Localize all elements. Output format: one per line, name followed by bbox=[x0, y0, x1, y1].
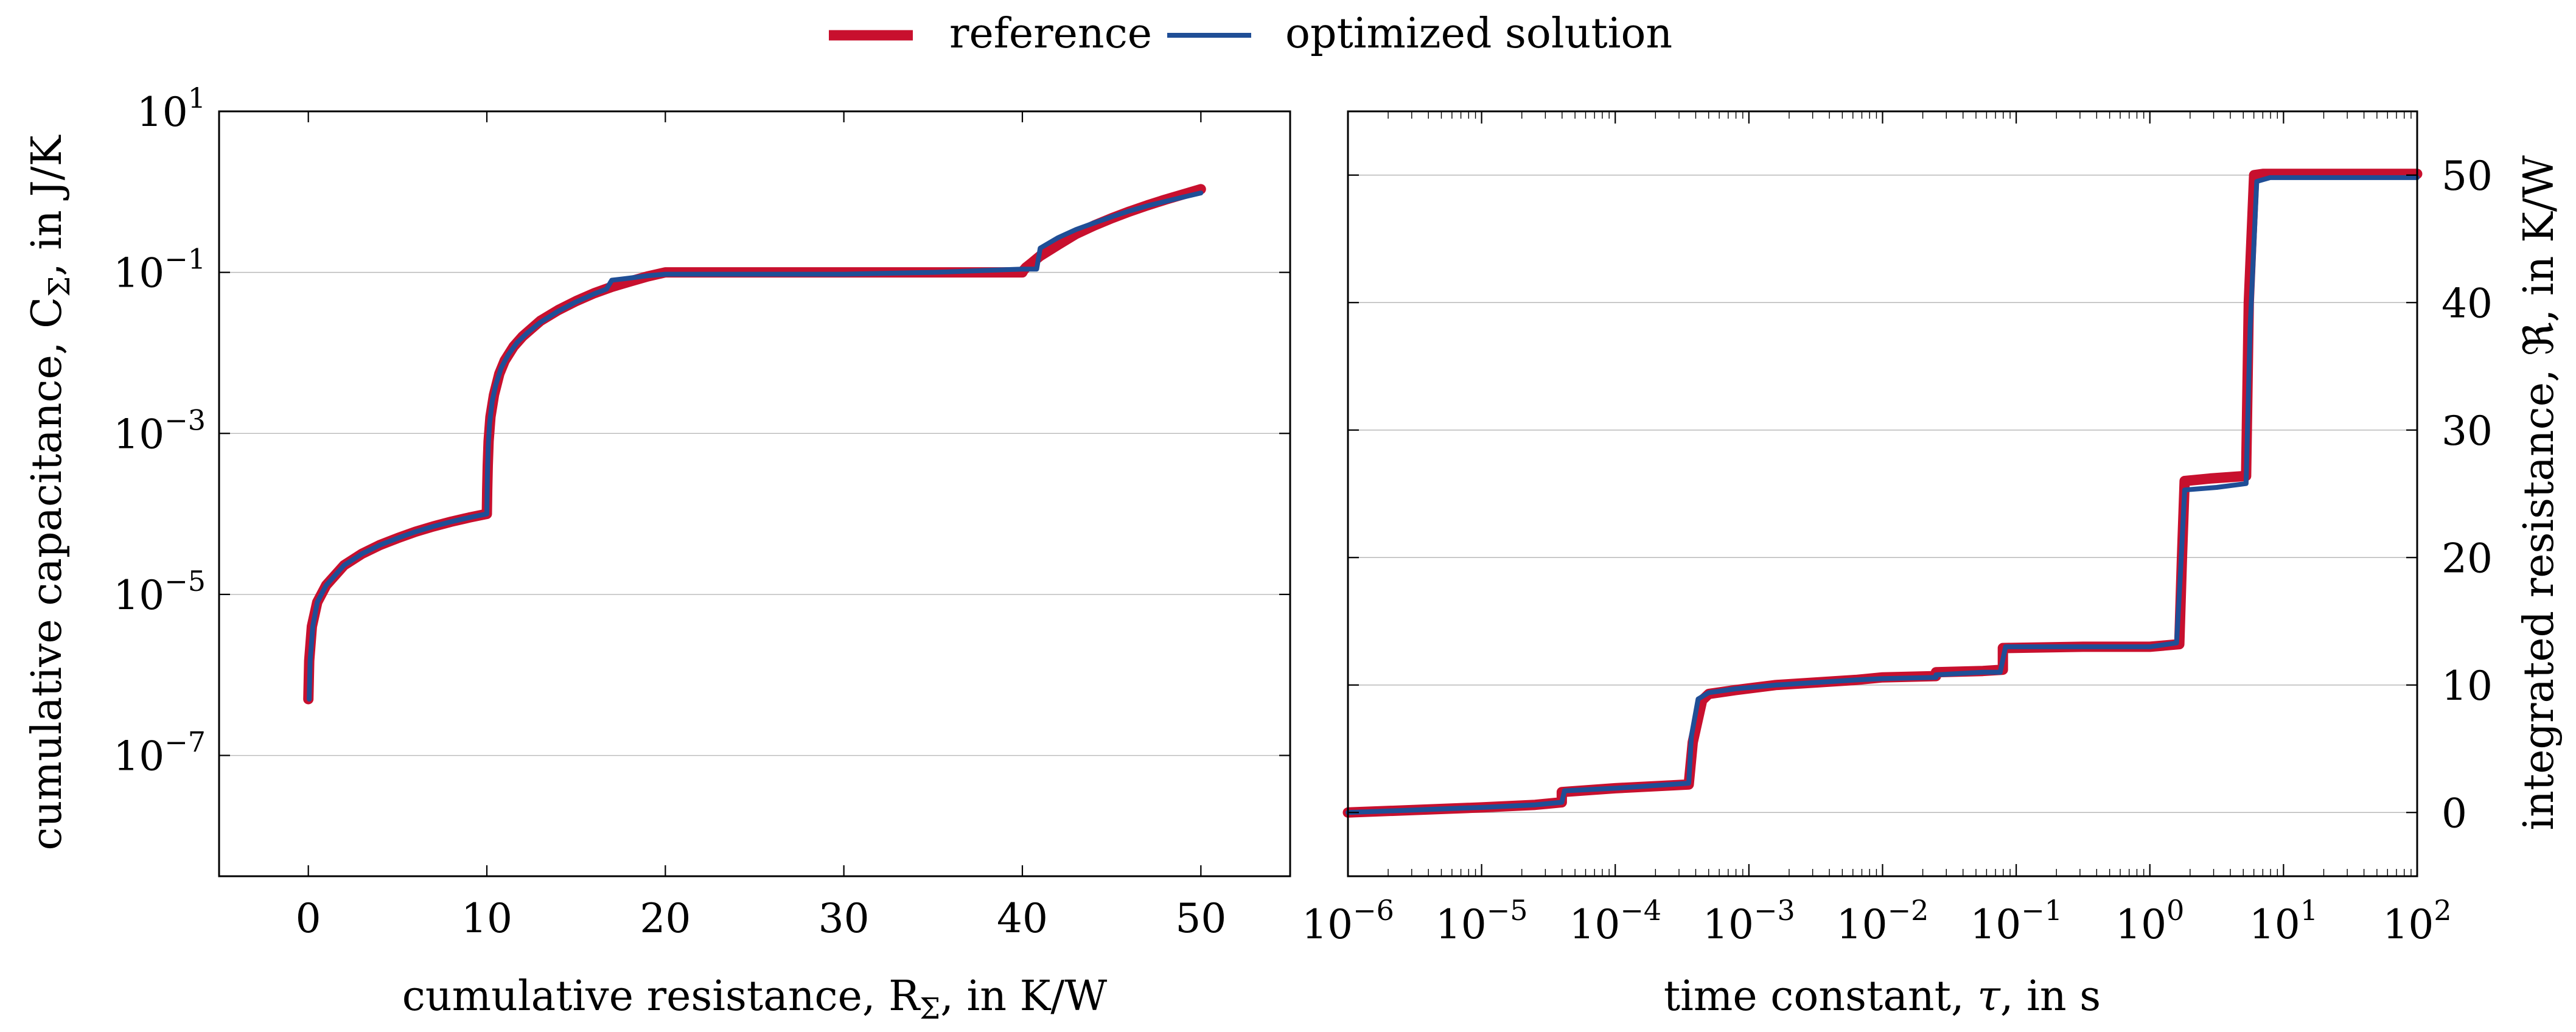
left-series-optimized bbox=[307, 190, 1204, 702]
left-x-axis-label: cumulative resistance, RΣ, in K/W bbox=[402, 972, 1108, 1026]
left-x-tick-label: 50 bbox=[1175, 895, 1226, 942]
right-y-tick-label: 40 bbox=[2442, 280, 2493, 327]
left-plot-frame bbox=[218, 110, 1291, 877]
right-x-tick-label: 102 bbox=[2382, 894, 2451, 948]
right-x-tick-labels: 10−6 10−5 10−4 10−3 10−2 10−1 100 101 102 bbox=[1302, 894, 2452, 948]
right-x-tick-label: 10−1 bbox=[1970, 894, 2062, 948]
left-x-tick-label: 30 bbox=[819, 895, 870, 942]
left-x-tick-label: 40 bbox=[997, 895, 1048, 942]
right-y-tick-label: 30 bbox=[2442, 408, 2493, 455]
left-y-tick-label: 10−5 bbox=[113, 565, 206, 619]
left-y-tick-label: 101 bbox=[137, 82, 206, 136]
left-x-tick-label: 20 bbox=[640, 895, 691, 942]
right-series-optimized bbox=[1346, 175, 2420, 815]
right-x-tick-label: 10−6 bbox=[1302, 894, 1394, 948]
right-x-tick-label: 100 bbox=[2115, 894, 2184, 948]
left-series-reference bbox=[303, 184, 1206, 705]
right-x-tick-label: 101 bbox=[2249, 894, 2318, 948]
right-series bbox=[1342, 169, 2423, 818]
left-y-tick-label: 10−3 bbox=[113, 403, 206, 458]
left-y-tick-label: 10−1 bbox=[113, 243, 206, 297]
legend-optimized-label: optimized solution bbox=[1285, 10, 1672, 58]
left-series bbox=[303, 184, 1206, 705]
right-y-tick-label: 10 bbox=[2442, 663, 2493, 710]
left-y-axis-label: cumulative capacitance, CΣ, in J/K bbox=[23, 134, 77, 850]
right-y-tick-label: 50 bbox=[2442, 153, 2493, 200]
left-y-tick-labels: 10−7 10−5 10−3 10−1 101 bbox=[113, 82, 206, 780]
right-y-tick-labels: 0 10 20 30 40 50 bbox=[2442, 153, 2493, 837]
left-x-tick-labels: 0 10 20 30 40 50 bbox=[296, 895, 1227, 942]
right-series-reference bbox=[1342, 169, 2423, 818]
right-y-tick-label: 0 bbox=[2442, 790, 2467, 837]
integrated-resistance-chart: 10−6 10−5 10−4 10−3 10−2 10−1 100 101 102 0 10 20 3… bbox=[1302, 110, 2563, 1020]
right-ticks bbox=[1347, 111, 2418, 876]
right-grid bbox=[1348, 175, 2417, 813]
left-ticks bbox=[219, 110, 1290, 876]
right-x-tick-label: 10−3 bbox=[1703, 894, 1795, 948]
legend: reference optimized solution bbox=[829, 10, 1672, 58]
right-x-tick-label: 10−5 bbox=[1436, 894, 1528, 948]
right-y-axis-label: integrated resistance, ℜ, in K/W bbox=[2515, 155, 2563, 830]
legend-reference-label: reference bbox=[949, 10, 1152, 58]
left-x-tick-label: 0 bbox=[296, 895, 321, 942]
right-x-axis-label: time constant, τ, in s bbox=[1664, 972, 2101, 1020]
right-x-tick-label: 10−2 bbox=[1837, 894, 1929, 948]
cumulative-capacitance-chart: 0 10 20 30 40 50 10−7 10−5 10−3 10−1 101 cumulati… bbox=[23, 82, 1291, 1026]
right-x-tick-label: 10−4 bbox=[1569, 894, 1661, 948]
left-y-tick-label: 10−7 bbox=[113, 726, 206, 780]
right-y-tick-label: 20 bbox=[2442, 535, 2493, 582]
left-x-tick-label: 10 bbox=[461, 895, 512, 942]
